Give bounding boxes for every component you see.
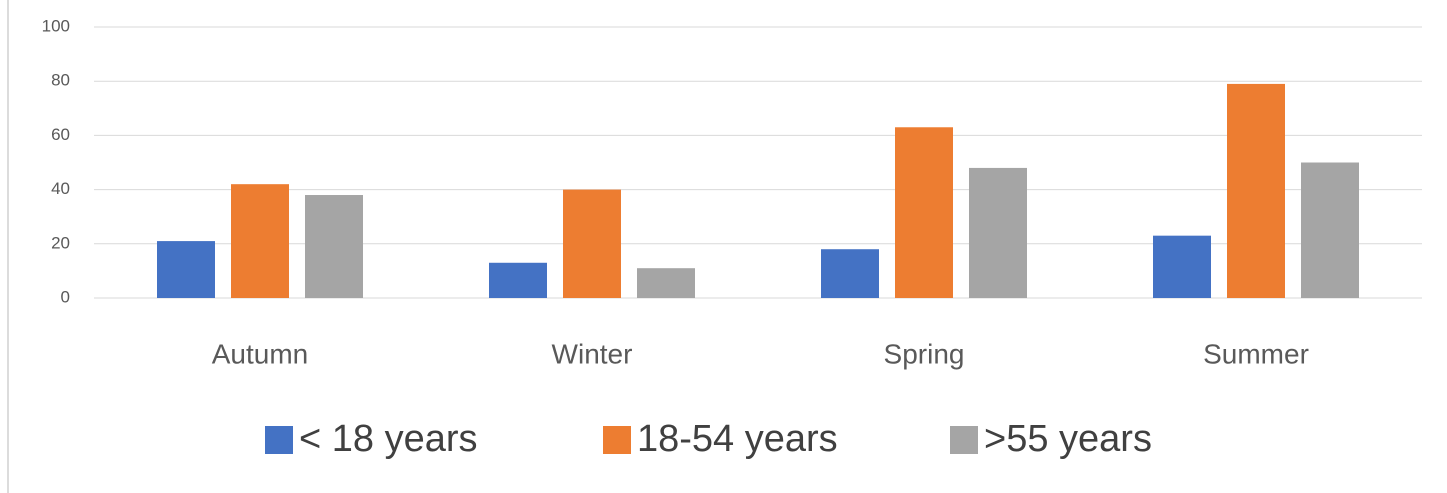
- bar: [637, 268, 695, 298]
- y-tick-label: 20: [51, 233, 70, 252]
- y-tick-label: 100: [42, 16, 70, 35]
- legend-label: < 18 years: [299, 418, 478, 460]
- bar: [563, 189, 621, 298]
- bar: [1301, 162, 1359, 298]
- x-tick-label: Summer: [1203, 338, 1309, 369]
- y-tick-label: 0: [61, 287, 70, 306]
- legend-swatch: [265, 426, 293, 454]
- y-tick-label: 80: [51, 71, 70, 90]
- bar: [231, 184, 289, 298]
- bar: [969, 167, 1027, 298]
- bar: [305, 195, 363, 298]
- x-tick-label: Winter: [552, 338, 633, 369]
- legend-label: >55 years: [984, 418, 1152, 460]
- bar: [489, 262, 547, 298]
- y-tick-label: 40: [51, 179, 70, 198]
- legend-label: 18-54 years: [637, 418, 838, 460]
- bar: [895, 127, 953, 299]
- x-tick-label: Spring: [884, 338, 965, 369]
- bar: [1227, 83, 1285, 298]
- legend-swatch: [950, 426, 978, 454]
- legend-swatch: [603, 426, 631, 454]
- bar: [1153, 235, 1211, 298]
- x-tick-label: Autumn: [212, 338, 309, 369]
- bar: [821, 249, 879, 298]
- bar: [157, 241, 215, 298]
- y-tick-label: 60: [51, 125, 70, 144]
